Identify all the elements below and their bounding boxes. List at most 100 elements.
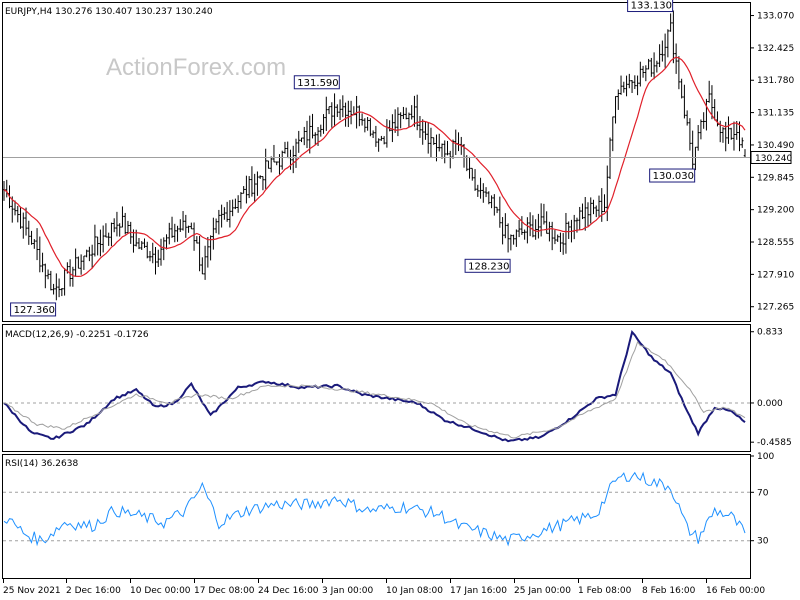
price-bar	[506, 223, 510, 253]
price-bar	[358, 105, 361, 127]
price-bar	[628, 73, 631, 89]
price-bar	[363, 118, 367, 133]
price-bar	[377, 138, 380, 152]
price-bar	[297, 130, 301, 153]
time-tick-label: 24 Dec 16:00	[258, 586, 319, 596]
price-bar	[283, 141, 287, 154]
price-bar	[426, 121, 430, 154]
ma-series	[3, 56, 746, 278]
price-bar	[432, 137, 436, 145]
price-bar	[55, 273, 58, 301]
price-bar	[647, 58, 650, 70]
price-tick-label: 130.490	[757, 141, 794, 151]
price-bar	[121, 206, 124, 228]
price-bar	[633, 75, 637, 90]
price-bar	[101, 225, 105, 253]
price-bar	[537, 213, 540, 239]
price-bars	[2, 10, 747, 301]
price-bar	[520, 216, 524, 235]
price-bar	[129, 221, 133, 244]
price-bar	[407, 112, 411, 128]
price-bar	[669, 13, 672, 32]
price-bar	[498, 196, 502, 228]
time-tick-label: 8 Feb 16:00	[642, 586, 696, 596]
price-bar	[539, 203, 543, 237]
price-bar	[261, 176, 265, 191]
macd-series	[3, 330, 746, 443]
price-bar	[421, 119, 425, 145]
price-bar	[476, 184, 480, 197]
price-bar	[735, 120, 739, 140]
price-bar	[509, 234, 513, 251]
price-bar	[137, 238, 141, 250]
annotation-box	[627, 0, 674, 13]
price-bar	[30, 230, 33, 245]
price-bar	[57, 278, 61, 298]
price-tick-label: 127.910	[757, 270, 794, 280]
time-tick-label: 17 Jan 16:00	[450, 586, 507, 596]
annotation-label: 128.230	[468, 261, 509, 272]
price-bar	[661, 40, 664, 62]
price-bar	[170, 216, 174, 238]
price-bar	[313, 132, 317, 145]
price-bar	[490, 195, 493, 209]
price-bar	[319, 124, 323, 137]
price-tick-label: 129.200	[757, 206, 794, 216]
price-header: EURJPY,H4 130.276 130.407 130.237 130.24…	[5, 7, 213, 17]
rsi-series	[3, 471, 746, 547]
price-bar	[581, 203, 584, 220]
price-bar	[663, 33, 667, 68]
watermark: ActionForex.com	[106, 54, 286, 81]
price-bar	[90, 244, 94, 269]
price-bar	[677, 56, 681, 90]
price-bar	[415, 94, 419, 131]
price-bar	[77, 256, 80, 269]
price-bar	[236, 195, 240, 213]
rsi-panel	[2, 454, 751, 579]
price-bar	[594, 205, 598, 218]
price-bar	[269, 156, 273, 173]
price-bar	[347, 100, 350, 128]
price-bar	[154, 246, 157, 275]
price-bar	[38, 236, 42, 273]
price-bar	[517, 220, 521, 238]
price-bar	[256, 171, 259, 196]
price-bar	[548, 221, 551, 242]
price-bar	[589, 197, 593, 224]
price-bar	[429, 127, 433, 158]
price-bar	[600, 188, 604, 222]
price-bar	[603, 194, 606, 213]
price-bar	[534, 219, 537, 240]
price-bar	[366, 117, 369, 131]
price-bar	[217, 209, 221, 235]
price-bar	[258, 175, 262, 179]
price-bar	[542, 203, 546, 225]
price-bar	[220, 204, 223, 228]
price-bar	[360, 113, 364, 126]
price-bar	[369, 118, 372, 137]
price-bar	[473, 169, 477, 191]
price-bar	[658, 44, 661, 68]
price-bar	[327, 106, 331, 115]
price-bar	[41, 252, 44, 273]
price-bar	[526, 217, 529, 244]
price-bar	[738, 121, 741, 152]
price-bar	[531, 215, 535, 238]
price-bar	[410, 105, 413, 120]
price-bar	[561, 233, 565, 255]
price-bar	[308, 115, 312, 154]
price-bar	[231, 199, 234, 217]
price-bar	[85, 249, 88, 258]
price-bar	[203, 245, 207, 280]
price-bar	[672, 10, 675, 64]
price-bar	[341, 95, 345, 118]
price-bar	[597, 195, 601, 217]
price-bar	[162, 237, 166, 261]
price-bar	[192, 222, 196, 251]
price-bar	[470, 167, 474, 181]
annotation-label: 127.360	[14, 305, 55, 316]
price-bar	[253, 173, 256, 203]
price-bar	[344, 102, 347, 127]
price-bar	[82, 255, 86, 270]
price-bar	[212, 217, 215, 250]
